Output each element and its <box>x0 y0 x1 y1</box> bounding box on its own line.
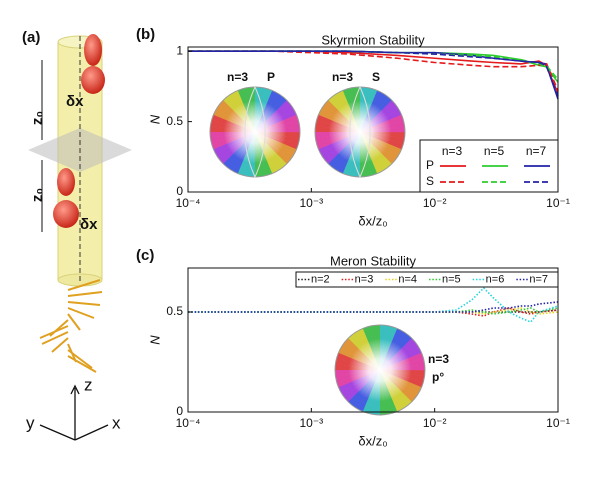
inset-label: p° <box>432 370 444 384</box>
x-tick-label: 10⁻¹ <box>546 416 570 430</box>
plot-frame <box>187 267 559 413</box>
chart-title: Skyrmion Stability <box>321 32 425 47</box>
lobe <box>57 168 75 196</box>
x-tick-label: 10⁻³ <box>299 196 323 210</box>
z-label: z₀ <box>29 188 46 202</box>
panel-label: (a) <box>22 29 40 46</box>
legend-column: n=3 <box>442 144 463 158</box>
legend-column: n=5 <box>484 144 505 158</box>
chart-title: Meron Stability <box>330 253 416 268</box>
y-tick-label: 0 <box>176 404 183 418</box>
series-line <box>188 307 559 315</box>
x-tick-label: 10⁻⁴ <box>176 416 201 430</box>
inset-core <box>210 87 300 177</box>
axis-name: y <box>26 413 35 432</box>
z-label: z₀ <box>29 111 46 125</box>
legend-column: n=7 <box>526 144 547 158</box>
y-tick-label: 0.5 <box>166 114 183 128</box>
y-axis-label: N <box>147 114 162 124</box>
x-tick-label: 10⁻² <box>423 196 447 210</box>
legend-label: n=4 <box>398 273 417 285</box>
shift-label: δx <box>80 216 98 233</box>
lobe <box>53 200 79 228</box>
inset-lens <box>349 86 371 179</box>
inset-core <box>315 87 405 177</box>
x-tick-label: 10⁻⁴ <box>176 196 201 210</box>
y-axis-label: N <box>147 335 162 345</box>
legend-label: n=7 <box>529 273 548 285</box>
x-tick-label: 10⁻² <box>423 416 447 430</box>
x-axis-label: δx/z₀ <box>358 433 387 448</box>
inset-label: S <box>372 70 380 84</box>
axis-name: x <box>112 413 121 432</box>
x-axis-label: δx/z₀ <box>358 213 387 228</box>
legend-box <box>295 271 559 288</box>
axis-name: z <box>84 375 93 394</box>
shift-label: δx <box>66 93 84 110</box>
lobe <box>81 66 105 94</box>
legend-row: S <box>426 174 434 188</box>
series-line <box>188 309 559 313</box>
panel-label: (c) <box>136 247 154 264</box>
coord-axes <box>39 384 109 441</box>
legend-label: n=6 <box>486 273 505 285</box>
legend-label: n=2 <box>311 273 330 285</box>
spiral <box>39 279 103 373</box>
panel-label: (b) <box>136 26 155 43</box>
legend-label: n=5 <box>442 273 461 285</box>
inset-label: n=3 <box>332 70 353 84</box>
lobe <box>84 34 102 66</box>
x-tick-label: 10⁻¹ <box>546 196 570 210</box>
panel-a: (a) z₀ z₀ δx δx z y x <box>22 29 132 441</box>
inset-core <box>335 325 425 415</box>
inset-label: n=3 <box>428 352 449 366</box>
plot-frame <box>187 46 559 193</box>
inset-label: P <box>267 70 275 84</box>
inset-label: n=3 <box>227 70 248 84</box>
series-line <box>188 307 559 315</box>
legend-label: n=3 <box>355 273 374 285</box>
y-tick-label: 0.5 <box>166 304 183 318</box>
y-tick-label: 0 <box>176 184 183 198</box>
inset-lens <box>244 86 266 179</box>
series-line <box>188 307 559 317</box>
legend-row: P <box>426 158 434 172</box>
series-line <box>188 301 559 313</box>
x-tick-label: 10⁻³ <box>299 416 323 430</box>
series-line <box>188 50 559 97</box>
inset-rim <box>334 324 426 416</box>
series-line <box>188 286 559 323</box>
y-tick-label: 1 <box>176 43 183 57</box>
